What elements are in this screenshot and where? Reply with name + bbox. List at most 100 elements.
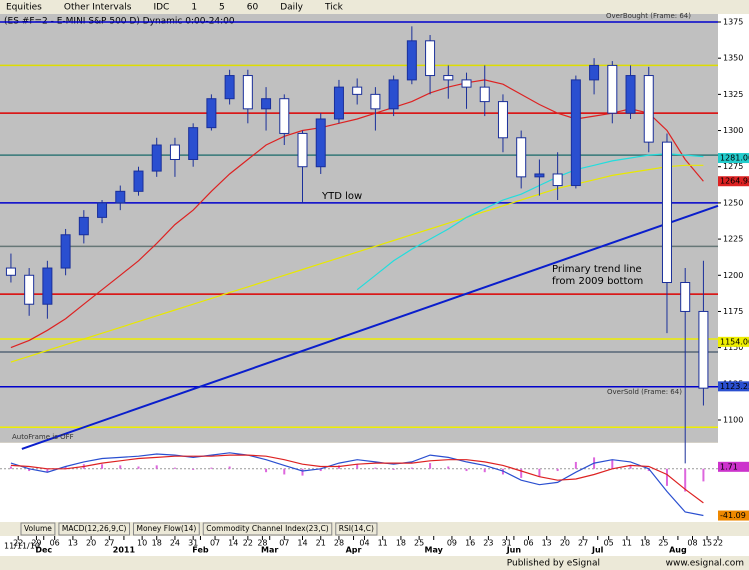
x-tick-label: 07	[279, 539, 289, 548]
candle-body	[680, 282, 691, 312]
price-flag-label: 1123.25	[720, 382, 749, 391]
x-tick-label: 31	[502, 539, 512, 548]
toolbar-item[interactable]: Daily	[280, 3, 303, 13]
status-right: www.esignal.com	[666, 559, 744, 569]
y-tick-label: 1325	[723, 90, 743, 99]
candle-body	[552, 173, 563, 187]
tab-bar	[0, 522, 749, 536]
toolbar	[0, 0, 749, 14]
x-tick-label: Mar	[261, 546, 278, 555]
macd-pane	[0, 443, 718, 522]
x-tick-label: 2011	[113, 546, 136, 555]
candle-body	[461, 79, 472, 88]
x-tick-label: Jun	[506, 546, 522, 555]
toolbar-item[interactable]: Tick	[324, 3, 344, 13]
x-tick-label: 11	[378, 539, 388, 548]
price-flag-label: 1264.98	[720, 177, 749, 186]
annotation: YTD low	[321, 191, 362, 202]
price-flag	[718, 336, 749, 347]
annotation: OverBought (Frame: 64)	[606, 12, 691, 20]
price-axis	[718, 14, 749, 522]
candle-body	[42, 267, 53, 305]
candle-body	[133, 170, 144, 192]
toolbar-item[interactable]: 1	[191, 3, 197, 13]
annotation: Primary trend line	[552, 264, 642, 275]
price-pane	[0, 14, 718, 442]
indicator-tab[interactable]: Commodity Channel Index(23,C)	[206, 524, 329, 533]
candle-body	[388, 79, 399, 110]
candle-body	[570, 79, 581, 187]
candle-body	[188, 127, 199, 160]
candle-body	[261, 98, 272, 110]
toolbar-item[interactable]: 5	[219, 3, 225, 13]
status-left: Published by eSignal	[507, 559, 600, 569]
candle-body	[534, 173, 545, 178]
y-tick-label: 1350	[723, 54, 743, 63]
x-tick-label: 22	[243, 539, 253, 548]
x-tick-label: 22	[13, 539, 23, 548]
candle-body	[607, 64, 618, 114]
date-axis	[0, 536, 749, 556]
price-flag-label: 1154.00	[720, 337, 749, 346]
x-tick-label: 25	[658, 539, 668, 548]
moving-average	[10, 164, 704, 363]
candle-body	[24, 274, 35, 305]
candle-body	[425, 40, 436, 77]
x-tick-label: 05	[604, 539, 614, 548]
y-tick-label: 1375	[723, 18, 743, 27]
x-tick-label: 23	[483, 539, 493, 548]
indicator-tab[interactable]: RSI(14,C)	[339, 524, 374, 533]
x-tick-label: 24	[170, 539, 180, 548]
x-tick-label: 18	[396, 539, 406, 548]
macd-line	[10, 452, 704, 517]
toolbar-item[interactable]: IDC	[153, 3, 169, 13]
x-tick-label: 20	[560, 539, 570, 548]
price-flag-label: 1281.00	[720, 154, 749, 163]
moving-average	[10, 79, 704, 349]
indicator-tab[interactable]: Money Flow(14)	[137, 524, 197, 533]
indicator-tab[interactable]: Volume	[24, 524, 52, 533]
x-tick-label: 18	[640, 539, 650, 548]
x-tick-label: Aug	[669, 546, 687, 555]
candle-body	[698, 310, 709, 389]
tab-border	[202, 522, 333, 536]
x-tick-label: 13	[542, 539, 552, 548]
status-bar	[0, 556, 749, 570]
toolbar-item[interactable]: Other Intervals	[64, 3, 132, 13]
candle-body	[643, 75, 654, 143]
candle-body	[297, 132, 308, 168]
x-tick-label: May	[425, 546, 444, 555]
x-tick-label: 20	[86, 539, 96, 548]
macd-flag-label: -41.09	[720, 511, 746, 520]
candle-body	[151, 144, 162, 172]
candle-body	[497, 101, 508, 139]
x-tick-label: 06	[50, 539, 60, 548]
tab-border	[335, 522, 378, 536]
x-tick-label: Dec	[35, 546, 52, 555]
x-tick-label: 16	[465, 539, 475, 548]
x-tick-label: 04	[359, 539, 369, 548]
x-tick-label: 28	[257, 539, 267, 548]
y-tick-label: 1175	[723, 307, 743, 316]
candle-body	[516, 137, 527, 178]
x-tick-label: 21	[316, 539, 326, 548]
moving-average	[356, 153, 704, 291]
macd-flag	[718, 461, 749, 472]
signal-line	[10, 454, 704, 504]
candle-body	[224, 75, 235, 100]
x-tick-label: 25	[414, 539, 424, 548]
x-tick-label: 10	[137, 539, 147, 548]
tab-border	[20, 522, 56, 536]
candle-body	[279, 98, 290, 134]
candle-body	[115, 190, 126, 204]
toolbar-item[interactable]: Equities	[6, 3, 42, 13]
annotation: from 2009 bottom	[552, 276, 643, 287]
x-tick-label: Jul	[591, 546, 604, 555]
toolbar-item[interactable]: 60	[247, 3, 259, 13]
x-tick-label: 06	[523, 539, 533, 548]
x-tick-label: 14	[228, 539, 238, 548]
indicator-tab[interactable]: MACD(12,26,9,C)	[62, 524, 127, 533]
y-tick-label: 1250	[723, 198, 743, 207]
x-tick-label: 27	[104, 539, 114, 548]
